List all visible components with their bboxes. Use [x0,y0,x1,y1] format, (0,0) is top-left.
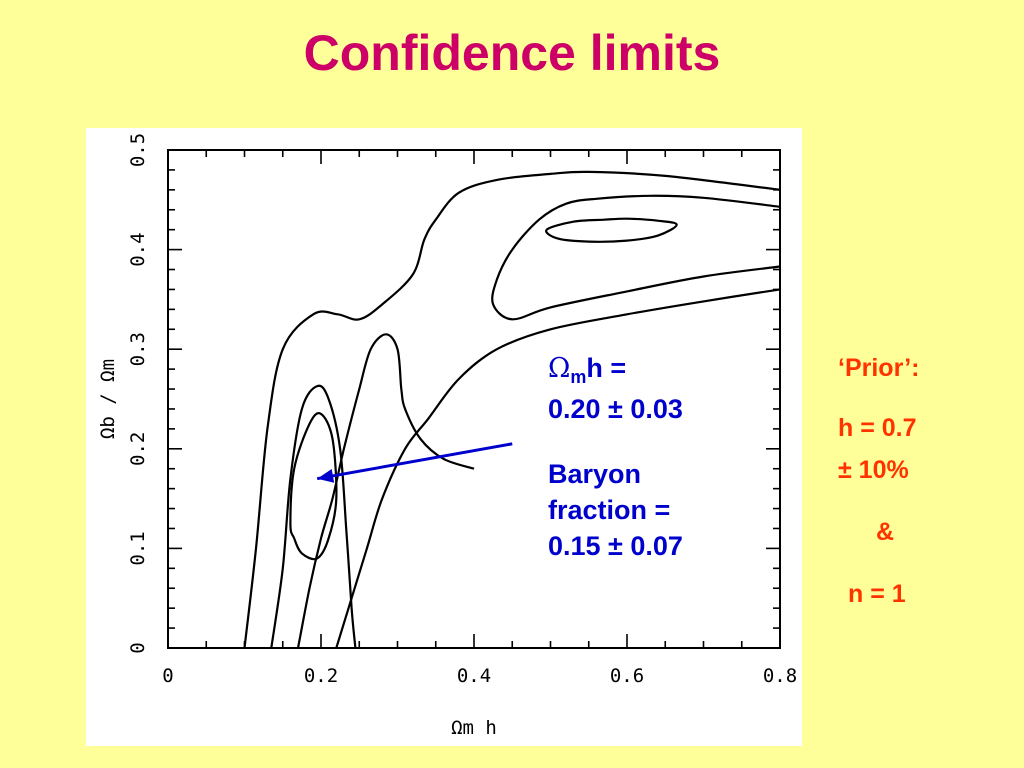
omh-annotation: Ωmh = 0.20 ± 0.03 [548,352,683,425]
y-tick-label: 0.2 [127,432,149,466]
annotation-arrow [316,442,513,481]
y-tick-label: 0.1 [127,531,149,565]
contour-plot: 0 0.2 0.4 0.6 0.8 0 0.1 0.2 0.3 0.4 0.5 Ωm h Ωb / Ωm [97,133,797,739]
baryon-annotation: Baryon fraction = 0.15 ± 0.07 [548,456,683,564]
y-tick-label: 0.4 [127,232,149,266]
x-tick-label: 0.2 [304,665,338,687]
x-axis-title: Ωm h [451,717,497,739]
plot-panel: 0 0.2 0.4 0.6 0.8 0 0.1 0.2 0.3 0.4 0.5 Ωm h Ωb / Ωm [86,128,802,746]
fraction-label: fraction = [548,495,671,525]
prior-h-error: ± 10% [838,456,909,484]
contour-middle-right-contour [491,194,781,321]
contour-outer-left-contour [243,170,781,649]
x-tick-label: 0.6 [610,665,644,687]
prior-h: h = 0.7 [838,414,917,442]
y-axis-title: Ωb / Ωm [97,359,119,439]
baryon-label: Baryon [548,459,642,489]
prior-ampersand: & [876,518,895,546]
prior-n: n = 1 [848,580,906,608]
contour-inner-right-loop [545,217,678,243]
contour-outer-mid-contour [296,333,475,649]
omega-symbol: Ω [548,353,571,384]
slide-title: Confidence limits [303,25,721,81]
omh-equals: h = [586,353,627,383]
x-tick-label: 0 [162,665,173,687]
contour-inner-left-loop [289,412,338,561]
x-tick-label: 0.4 [457,665,491,687]
y-tick-label: 0.5 [127,133,149,167]
x-tick-label: 0.8 [763,665,797,687]
omh-value: 0.20 ± 0.03 [548,394,683,424]
prior-label: ‘Prior’: [838,354,920,382]
omega-subscript: m [570,367,587,387]
contour-outer-right-contour [335,288,781,649]
baryon-fraction-value: 0.15 ± 0.07 [548,531,683,561]
contour-middle-left-contour [270,384,357,649]
y-tick-label: 0 [127,642,149,653]
plot-frame [167,149,781,649]
arrow-head [317,469,335,483]
y-tick-label: 0.3 [127,332,149,366]
